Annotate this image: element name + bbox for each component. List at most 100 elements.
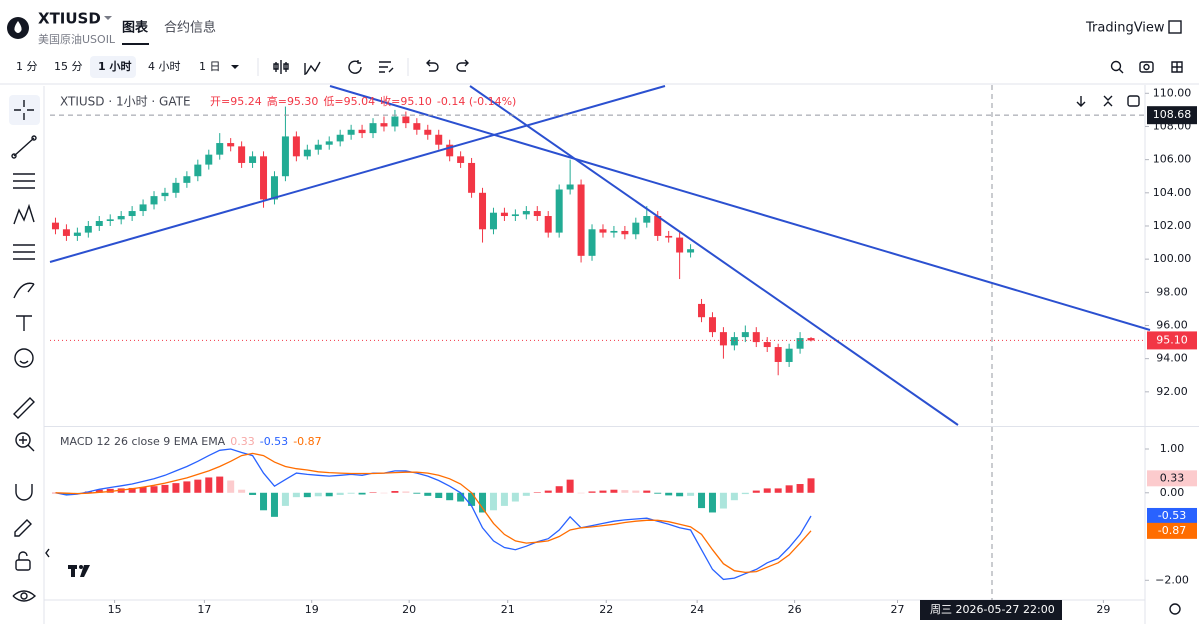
expand-icon[interactable] <box>1168 20 1182 34</box>
legend-label: 高= <box>267 94 287 108</box>
collapse-toggle[interactable] <box>45 548 50 558</box>
macd-legend: MACD 12 26 close 9 EMA EMA 0.33 -0.53 -0.87 <box>60 435 322 448</box>
macd-histogram-bar <box>106 488 114 493</box>
candle-body <box>336 134 344 142</box>
macd-histogram-bar <box>687 492 695 496</box>
candle-body <box>84 225 92 233</box>
symbol-dropdown[interactable] <box>104 16 112 20</box>
candle-body <box>566 184 574 190</box>
macd-histogram-bar <box>796 484 804 493</box>
candle-body <box>325 141 333 145</box>
macd-histogram-bar <box>380 492 388 494</box>
macd-histogram-bar <box>161 484 169 493</box>
trend-lines[interactable] <box>49 85 1151 426</box>
candle-body <box>369 123 377 134</box>
candle-body <box>128 211 136 217</box>
macd-histogram-bar <box>238 489 246 493</box>
pane-buttons[interactable] <box>1076 95 1140 107</box>
candle-body <box>260 156 268 200</box>
macd-value-label: -0.87 <box>1158 524 1186 537</box>
candle-body <box>281 136 289 177</box>
logo-drop <box>14 21 22 33</box>
legend-label: 开= <box>210 95 230 108</box>
candle-body <box>172 182 180 193</box>
candle-body <box>610 230 618 233</box>
crosshair-price-box <box>1147 106 1197 125</box>
toolbar-icons[interactable] <box>273 58 1183 76</box>
symbol[interactable]: XTIUSD <box>38 10 101 28</box>
macd-title: MACD 12 26 close 9 EMA EMA <box>60 435 226 448</box>
tv-logo <box>68 565 90 577</box>
candle-body <box>479 192 487 230</box>
macd-histogram-bar <box>654 492 662 494</box>
y-tick-label: 98.00 <box>1156 285 1188 298</box>
macd-histogram-bar <box>752 490 760 493</box>
drawing-tools[interactable] <box>11 100 37 602</box>
tab[interactable]: 合约信息 <box>164 20 216 36</box>
candle-body <box>468 162 476 193</box>
macd-histogram-bar <box>479 492 487 513</box>
candle-body <box>73 232 81 236</box>
candle-body <box>117 216 125 220</box>
x-tick-label: 26 <box>788 603 802 616</box>
y-tick-label: 94.00 <box>1156 352 1188 365</box>
candle-body <box>588 229 596 256</box>
y-tick-label: 110.00 <box>1153 86 1192 99</box>
candle-body <box>347 129 355 135</box>
candle-body <box>708 317 716 333</box>
x-tick-label: 19 <box>305 603 319 616</box>
macd-histogram-bar <box>336 492 344 495</box>
interval[interactable]: 1 日 <box>199 60 221 73</box>
macd-histogram-bar <box>522 492 530 496</box>
macd-legend-value: -0.87 <box>293 435 321 448</box>
candle-body <box>577 184 585 256</box>
brand-link[interactable]: TradingView <box>1085 21 1165 36</box>
x-tick-label: 17 <box>197 603 211 616</box>
y-tick-label: 96.00 <box>1156 318 1188 331</box>
candles <box>51 106 815 376</box>
candle-body <box>665 235 673 238</box>
interval[interactable]: 1 分 <box>16 60 38 73</box>
candle-body <box>205 154 213 165</box>
interval-dropdown[interactable] <box>231 65 239 69</box>
x-tick-label: 22 <box>599 603 613 616</box>
macd-histogram-bar <box>139 487 147 493</box>
macd-histogram-bar <box>785 485 793 493</box>
settings-icon[interactable] <box>1169 603 1181 615</box>
macd-histogram-bar <box>128 487 136 493</box>
macd-histogram-bar <box>511 492 519 502</box>
candle-body <box>599 229 607 233</box>
macd-line <box>55 448 812 581</box>
macd-histogram-bar <box>457 492 465 502</box>
candle-body <box>391 116 399 127</box>
candle-body <box>194 164 202 177</box>
macd-value-box <box>1147 507 1197 524</box>
legend-change: -0.14 (-0.14%) <box>437 95 516 108</box>
candle-body <box>621 230 629 235</box>
candle-body <box>183 176 191 183</box>
candle-body <box>752 332 760 343</box>
candle-body <box>249 156 257 163</box>
macd-histogram-bar <box>205 477 213 493</box>
macd-histogram-bar <box>621 490 629 493</box>
tab[interactable]: 图表 <box>122 20 149 36</box>
macd-histogram-bar <box>216 476 224 493</box>
interval[interactable]: 1 小时 <box>98 59 131 73</box>
candle-body <box>632 222 640 235</box>
x-tick-label: 20 <box>402 603 416 616</box>
macd-histogram-bar <box>807 478 815 493</box>
interval[interactable]: 15 分 <box>54 60 83 73</box>
y-tick-label: 106.00 <box>1153 153 1192 166</box>
y-tick-label: 100.00 <box>1153 252 1192 265</box>
macd-legend-value: -0.53 <box>260 435 288 448</box>
macd-value-box <box>1147 522 1197 539</box>
macd-histogram-bar <box>303 492 311 498</box>
macd-histogram-bar <box>610 489 618 493</box>
interval[interactable]: 4 小时 <box>148 60 181 73</box>
macd-histogram-bar <box>194 479 202 493</box>
crosshair-time-box <box>920 600 1062 620</box>
candle-body <box>62 229 70 236</box>
macd-histogram-bar <box>292 492 300 498</box>
candle-body <box>435 134 443 145</box>
candle-body <box>719 332 727 346</box>
